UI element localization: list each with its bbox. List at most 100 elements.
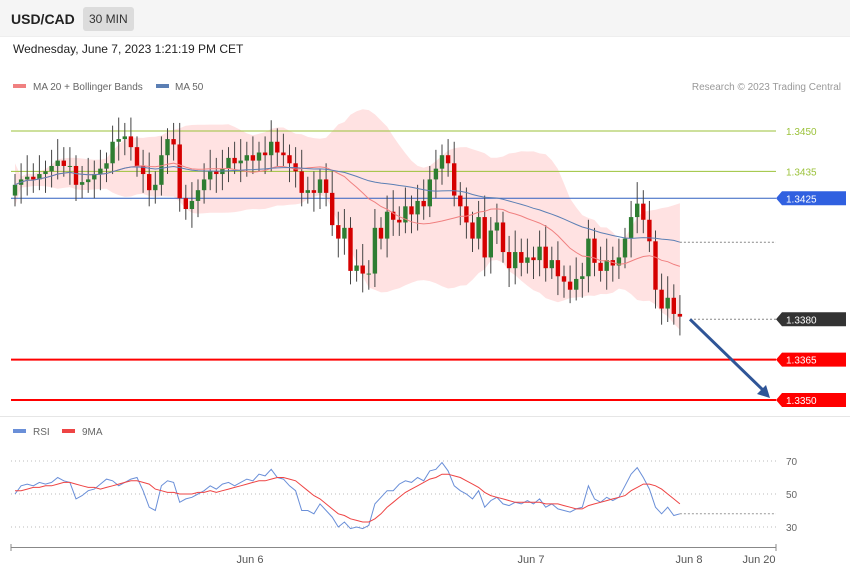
candle-body bbox=[67, 165, 73, 167]
rsi-tick-50: 50 bbox=[786, 490, 798, 501]
candle-body bbox=[665, 297, 670, 309]
candle-body bbox=[348, 227, 353, 271]
level-tag-1.3380 bbox=[776, 312, 846, 327]
candle-body bbox=[421, 200, 426, 207]
candle-body bbox=[31, 176, 36, 180]
candle-body bbox=[598, 262, 603, 271]
candle-body bbox=[452, 163, 457, 196]
candle-body bbox=[342, 227, 347, 239]
candle-body bbox=[336, 225, 341, 239]
candle-body bbox=[384, 211, 390, 239]
candle-body bbox=[391, 211, 396, 220]
candle-body bbox=[458, 195, 463, 207]
level-label-1.3435: 1.3435 bbox=[786, 167, 817, 178]
rsi-tick-30: 30 bbox=[786, 523, 798, 534]
x-tick-jun-8: Jun 8 bbox=[676, 554, 703, 566]
candle-body bbox=[79, 182, 85, 185]
ma50-legend-swatch bbox=[156, 84, 169, 88]
candle-body bbox=[73, 165, 79, 185]
candle-body bbox=[622, 238, 628, 258]
candle-body bbox=[403, 206, 408, 223]
candle-body bbox=[122, 136, 127, 140]
rsi-ma-legend-swatch bbox=[62, 429, 75, 433]
rsi-tick-70: 70 bbox=[786, 457, 798, 468]
ma50-line bbox=[14, 165, 681, 243]
candle-body bbox=[208, 171, 213, 180]
level-label-1.3425: 1.3425 bbox=[786, 194, 817, 205]
candle-body bbox=[214, 171, 219, 175]
candle-body bbox=[482, 217, 487, 258]
candle-body bbox=[433, 168, 439, 180]
candle-body bbox=[549, 260, 554, 269]
candle-body bbox=[226, 157, 231, 169]
candle-body bbox=[86, 179, 91, 183]
candles bbox=[12, 117, 683, 336]
timeframe-button[interactable]: 30 MIN bbox=[83, 7, 134, 31]
level-label-1.3365: 1.3365 bbox=[786, 356, 817, 367]
candle-body bbox=[25, 176, 30, 180]
candle-body bbox=[250, 155, 256, 161]
candle-body bbox=[92, 174, 97, 180]
credit-label: Research © 2023 Trading Central bbox=[692, 82, 841, 93]
candle-body bbox=[171, 139, 176, 145]
x-tick-jun-7: Jun 7 bbox=[518, 554, 545, 566]
forecast-arrow-head bbox=[757, 385, 770, 398]
level-label-1.3380: 1.3380 bbox=[786, 315, 817, 326]
candle-body bbox=[232, 157, 237, 164]
candle-body bbox=[195, 190, 201, 201]
candle-body bbox=[635, 203, 640, 218]
level-tag-1.3425 bbox=[776, 191, 846, 206]
ma20-legend-swatch bbox=[13, 84, 26, 88]
candle-body bbox=[275, 141, 280, 153]
candle-body bbox=[671, 297, 676, 314]
candle-body bbox=[567, 281, 573, 290]
level-label-1.3350: 1.3350 bbox=[786, 396, 817, 407]
candle-body bbox=[244, 155, 249, 161]
candle-body bbox=[323, 179, 329, 193]
candle-body bbox=[128, 136, 134, 148]
candle-body bbox=[500, 222, 506, 253]
candle-body bbox=[372, 227, 378, 274]
candle-body bbox=[445, 155, 451, 164]
candle-body bbox=[201, 179, 207, 191]
forecast-arrow-shaft bbox=[688, 318, 767, 394]
candle-body bbox=[238, 160, 243, 164]
ma20-legend-label: MA 20 + Bollinger Bands bbox=[33, 82, 143, 93]
x-tick-jun-6: Jun 6 bbox=[237, 554, 264, 566]
candle-body bbox=[98, 168, 103, 175]
candle-body bbox=[256, 152, 262, 161]
candle-body bbox=[159, 155, 164, 185]
candle-body bbox=[543, 246, 548, 269]
candle-body bbox=[531, 257, 536, 261]
symbol-title: USD/CAD bbox=[11, 11, 75, 27]
candle-body bbox=[140, 165, 146, 175]
candle-body bbox=[43, 171, 48, 175]
candle-body bbox=[134, 147, 140, 166]
candle-body bbox=[366, 273, 371, 275]
candle-body bbox=[415, 200, 420, 215]
chart-datetime: Wednesday, June 7, 2023 1:21:19 PM CET bbox=[13, 42, 244, 56]
candle-body bbox=[281, 152, 286, 156]
candle-body bbox=[494, 222, 500, 231]
candle-body bbox=[409, 206, 414, 215]
candle-body bbox=[628, 217, 634, 239]
candle-body bbox=[525, 257, 530, 263]
rsi-legend-swatch bbox=[13, 429, 26, 433]
candle-body bbox=[604, 260, 609, 271]
candle-body bbox=[354, 265, 359, 271]
candle-body bbox=[592, 238, 597, 263]
candle-body bbox=[653, 241, 658, 290]
candle-body bbox=[299, 171, 304, 193]
candle-body bbox=[439, 155, 445, 169]
candle-body bbox=[574, 278, 579, 290]
level-tag-1.3350 bbox=[776, 393, 846, 407]
chart-header: USD/CAD 30 MIN bbox=[0, 0, 850, 37]
ma50-legend-label: MA 50 bbox=[175, 82, 204, 93]
candle-body bbox=[110, 141, 115, 164]
candle-body bbox=[49, 165, 54, 172]
candle-body bbox=[476, 217, 481, 239]
candle-body bbox=[269, 141, 274, 156]
candle-body bbox=[183, 198, 188, 210]
candle-body bbox=[427, 179, 432, 207]
